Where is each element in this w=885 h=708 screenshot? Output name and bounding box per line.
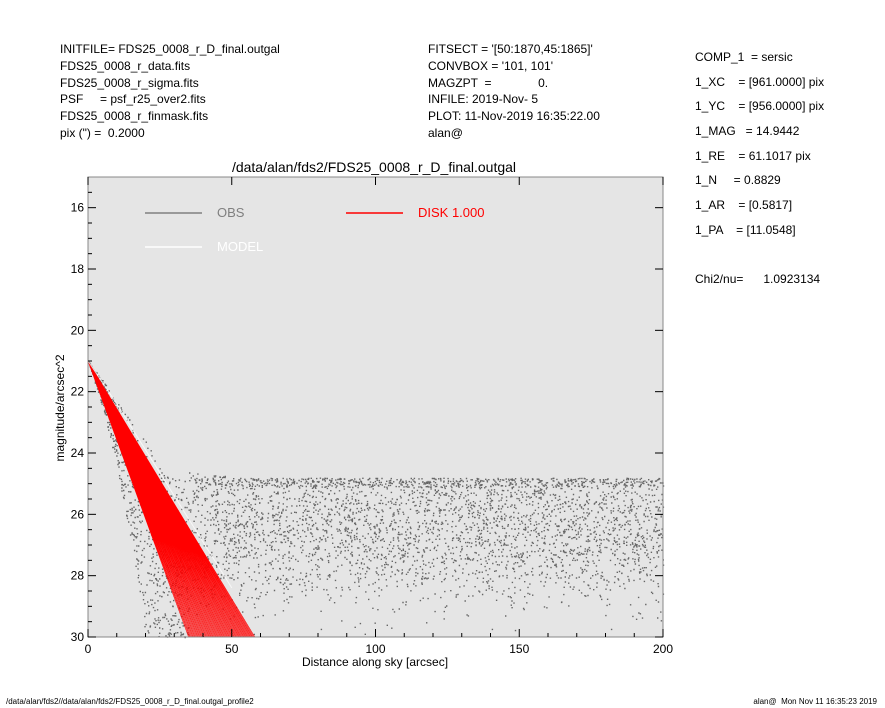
header-right-line: Chi2/nu= 1.0923134 (695, 272, 821, 287)
x-tick-label: 100 (365, 642, 385, 656)
footer-right: alan@ Mon Nov 11 16:35:23 2019 (753, 697, 877, 706)
axis-ticks: 0 50 100 150 200 16 18 20 22 24 26 28 30 (71, 177, 673, 656)
chart-title: /data/alan/fds2/FDS25_0008_r_D_final.out… (232, 159, 516, 175)
footer-left: /data/alan/fds2//data/alan/fds2/FDS25_00… (6, 697, 254, 706)
y-tick-label: 28 (71, 569, 85, 583)
y-axis-label: magnitude/arcsec^2 (53, 354, 67, 461)
legend-label: OBS (217, 205, 245, 220)
header-right-line: 1_RE = 61.1017 pix (695, 148, 811, 163)
header-left-line: FDS25_0008_r_data.fits (60, 58, 191, 73)
header-left-line: pix (") = 0.2000 (60, 125, 145, 140)
x-axis-label: Distance along sky [arcsec] (302, 655, 448, 669)
y-tick-label: 30 (71, 630, 85, 644)
header-mid-line: alan@ (428, 125, 463, 140)
header-right-line: 1_PA = [11.0548] (695, 222, 796, 237)
header-left-block: INITFILE= FDS25_0008_r_D_final.outgal FDS… (60, 41, 280, 142)
header-right-line: 1_YC = [956.0000] pix (695, 99, 825, 114)
y-tick-label: 26 (71, 507, 85, 521)
header-mid-line: INFILE: 2019-Nov- 5 (428, 92, 539, 107)
x-tick-label: 150 (509, 642, 529, 656)
header-left-line: FDS25_0008_r_sigma.fits (60, 75, 199, 90)
header-right-line: COMP_1 = sersic (695, 50, 793, 64)
y-tick-label: 22 (71, 385, 85, 399)
header-right-line: 1_XC = [961.0000] pix (695, 74, 825, 89)
legend-label: DISK 1.000 (418, 205, 485, 220)
y-tick-label: 18 (71, 262, 85, 276)
header-mid-block: FITSECT = '[50:1870,45:1865]' CONVBOX = '… (428, 41, 600, 142)
model-line (87, 360, 233, 589)
x-tick-label: 0 (85, 642, 92, 656)
header-right-line: 1_AR = [0.5817] (695, 198, 793, 213)
header-right-line: 1_MAG = 14.9442 (695, 124, 800, 139)
legend: OBS MODEL DISK 1.000 (145, 205, 485, 254)
model-line-group (87, 360, 233, 589)
header-left-line: INITFILE= FDS25_0008_r_D_final.outgal (60, 42, 280, 56)
header-left-line: FDS25_0008_r_finmask.fits (60, 109, 209, 124)
x-tick-label: 50 (225, 642, 239, 656)
disk-profile-lines (87, 360, 256, 638)
y-tick-label: 16 (71, 201, 85, 215)
header-left-line: PSF = psf_r25_over2.fits (60, 92, 206, 107)
x-tick-label: 200 (653, 642, 673, 656)
disk-lines-group (87, 360, 256, 638)
header-right-block: COMP_1 = sersic 1_XC = [961.0000] pix 1_YC… (695, 49, 824, 296)
legend-label: MODEL (217, 239, 263, 254)
header-right-line: 1_N = 0.8829 (695, 173, 781, 188)
y-tick-label: 20 (71, 323, 85, 337)
header-mid-line: CONVBOX = '101, 101' (428, 58, 553, 73)
header-mid-line: PLOT: 11-Nov-2019 16:35:22.00 (428, 109, 600, 124)
y-tick-label: 24 (71, 446, 85, 460)
header-mid-line: MAGZPT = 0. (428, 75, 549, 90)
header-mid-line: FITSECT = '[50:1870,45:1865]' (428, 42, 593, 56)
